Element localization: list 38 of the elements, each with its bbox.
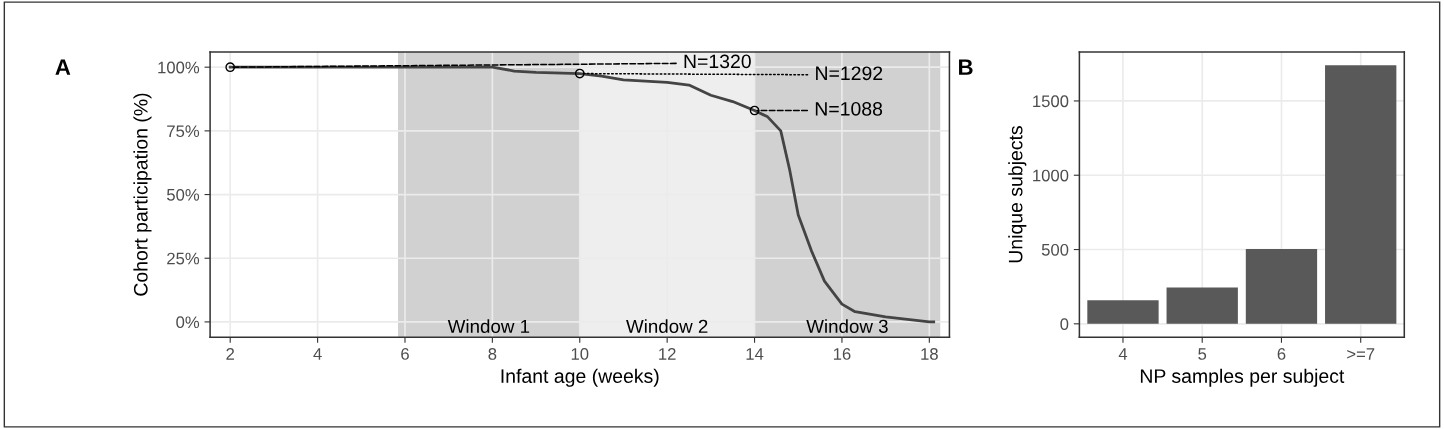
x-tick-label: 10 <box>571 348 589 360</box>
y-axis-title: Unique subjects <box>1008 126 1027 263</box>
x-tick-label: 6 <box>1277 348 1286 360</box>
band-label: Window 2 <box>626 319 708 333</box>
x-tick-label: 16 <box>833 348 851 360</box>
x-tick-label: 5 <box>1198 348 1207 360</box>
y-tick-label: 1500 <box>1033 95 1069 108</box>
x-tick-label: 6 <box>401 348 409 360</box>
bar <box>1245 248 1318 324</box>
annotation: N=1320 <box>684 54 751 69</box>
y-tick-label: 0% <box>176 316 200 329</box>
x-tick-label: 4 <box>313 348 322 360</box>
bar <box>1166 287 1238 324</box>
x-tick-label: 8 <box>488 348 497 360</box>
x-axis-title: NP samples per subject <box>1140 368 1345 387</box>
text: A <box>55 59 71 75</box>
x-tick-label: 4 <box>1118 348 1128 360</box>
bar <box>1325 65 1397 324</box>
y-tick-label: 100% <box>158 61 200 74</box>
x-tick-label: 2 <box>226 348 234 360</box>
x-tick-label: 18 <box>921 348 938 360</box>
text: B <box>959 59 973 75</box>
annotation: N=1292 <box>816 66 883 81</box>
x-tick-label: 14 <box>746 348 764 360</box>
y-tick-label: 75% <box>167 125 200 138</box>
x-tick-label: 12 <box>659 348 676 360</box>
y-tick-label: 50% <box>167 188 200 201</box>
x-axis-title: Infant age (weeks) <box>501 368 659 387</box>
y-tick-label: 1000 <box>1033 169 1069 182</box>
band-label: Window 3 <box>806 319 888 333</box>
y-axis-title: Cohort participation (%) <box>133 93 152 296</box>
y-tick-label: 500 <box>1041 243 1069 256</box>
y-tick-label: 25% <box>167 252 200 265</box>
bar <box>1087 300 1159 324</box>
x-tick-label: >=7 <box>1347 348 1375 360</box>
band-label: Window 1 <box>447 319 530 333</box>
annotation: N=1088 <box>815 101 883 116</box>
y-tick-label: 0 <box>1060 318 1069 331</box>
